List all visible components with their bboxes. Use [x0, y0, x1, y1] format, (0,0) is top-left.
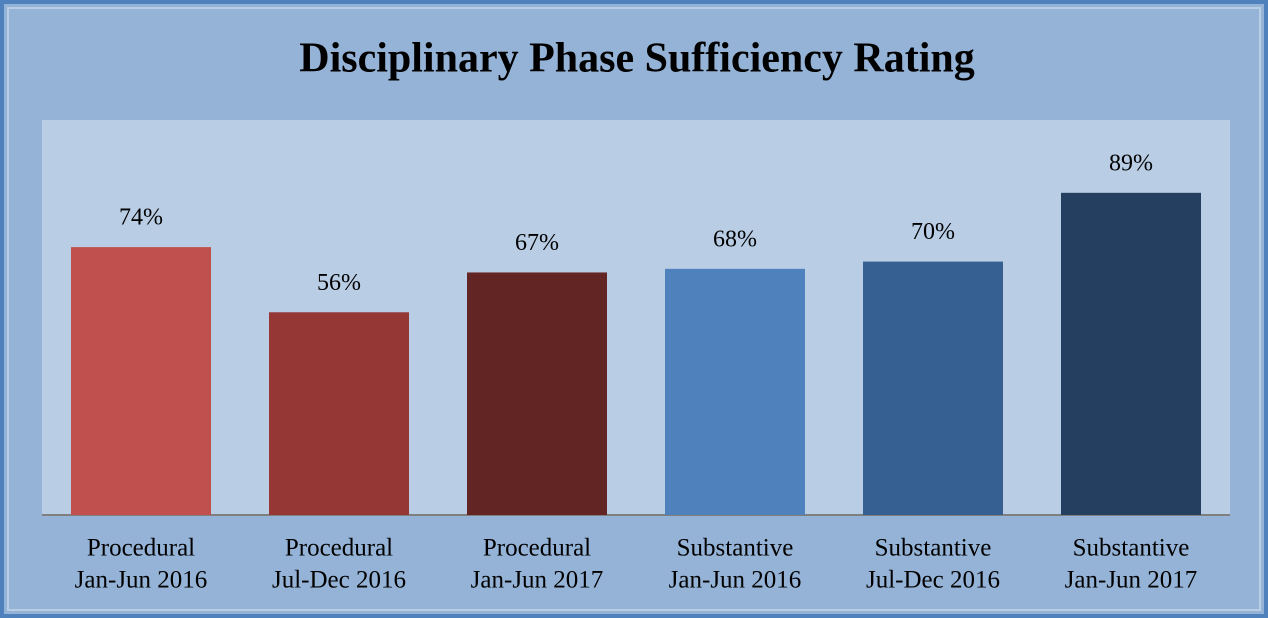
x-tick-label: Substantive: [875, 535, 992, 562]
x-tick-label: Procedural: [285, 535, 393, 562]
data-label: 68%: [713, 226, 757, 252]
x-tick-label: Jul-Dec 2016: [866, 567, 1000, 594]
bar: [269, 312, 409, 515]
bar: [467, 272, 607, 515]
data-label: 70%: [911, 219, 955, 245]
chart-frame-inner: [7, 7, 1261, 611]
chart-title: Disciplinary Phase Sufficiency Rating: [299, 36, 975, 82]
data-label: 67%: [515, 230, 559, 256]
plot-area: [42, 120, 1230, 515]
data-label: 56%: [317, 270, 361, 296]
x-tick-label: Procedural: [483, 535, 591, 562]
bar: [1061, 192, 1201, 515]
x-tick-label: Jan-Jun 2017: [471, 567, 604, 594]
bar: [665, 268, 805, 515]
x-tick-label: Substantive: [1073, 535, 1190, 562]
x-tick-label: Jul-Dec 2016: [272, 567, 406, 594]
x-tick-label: Procedural: [87, 535, 195, 562]
x-tick-label: Jan-Jun 2016: [75, 567, 208, 594]
data-label: 89%: [1109, 150, 1153, 176]
bar: [863, 261, 1003, 515]
data-label: 74%: [119, 205, 163, 231]
x-tick-label: Jan-Jun 2017: [1065, 567, 1198, 594]
x-tick-label: Jan-Jun 2016: [669, 567, 802, 594]
x-tick-label: Substantive: [677, 535, 794, 562]
bar: [71, 247, 211, 515]
